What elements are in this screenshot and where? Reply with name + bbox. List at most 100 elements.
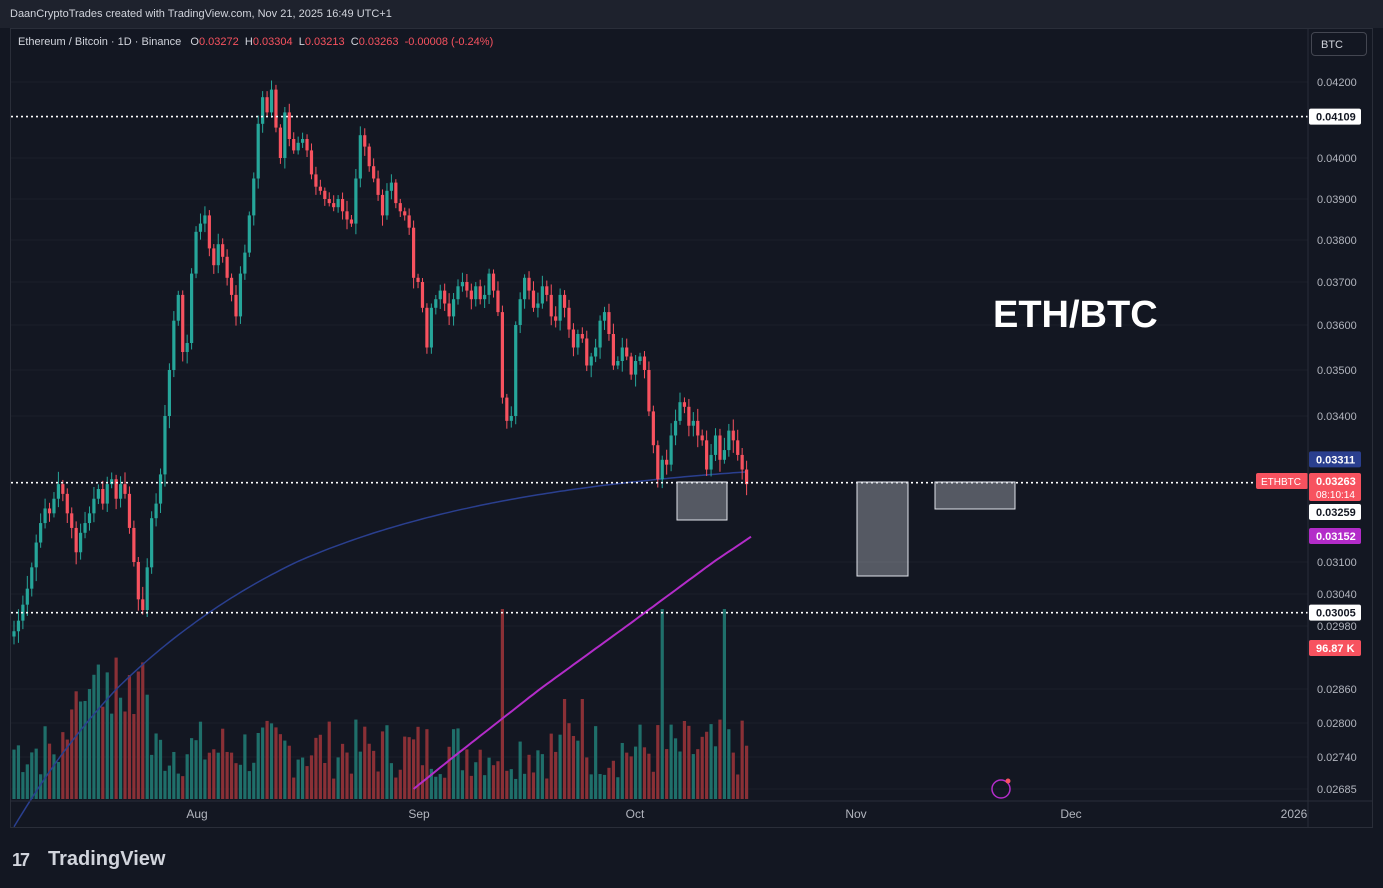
volume-bar [12,749,16,799]
candle-body [234,294,238,317]
candle-body [478,286,482,300]
volume-bar [731,752,735,799]
candle-body [247,215,251,253]
volume-bar [327,721,331,799]
candle-body [727,430,731,451]
volume-bar [443,777,447,799]
candle-body [705,440,709,470]
volume-bar [642,747,647,799]
y-tick-label: 0.02800 [1317,718,1357,730]
volume-bar [434,776,438,799]
volume-bar [460,770,465,799]
candle-body [96,489,100,499]
candle-body [56,484,60,499]
volume-bar [638,724,642,799]
volume-bar [118,697,123,799]
purple-ma-tag-bg [1309,528,1361,544]
volume-bar [736,774,740,799]
volume-bar [745,745,749,799]
level-tag-low: 0.03259 [1316,507,1356,519]
volume-bar [620,742,624,799]
volume-bar [309,755,314,799]
volume-bar [30,752,34,799]
candle-body [745,469,749,485]
volume-bar [478,749,482,799]
volume-bar [456,728,460,799]
candle-body [545,286,549,295]
volume-bar [39,774,43,799]
candle-body [52,498,56,514]
symbol-name[interactable]: Ethereum / Bitcoin · 1D · Binance [18,36,182,48]
candle-body [580,334,584,339]
x-tick-label: Oct [626,807,645,821]
volume-bar [136,671,140,799]
candle-body [309,150,314,175]
close-value: 0.03263 [358,36,399,48]
volume-bar [145,694,149,799]
candle-body [731,430,735,441]
candle-body [700,435,704,441]
volume-bar [740,720,744,799]
y-tick-label: 0.03900 [1317,194,1357,206]
volume-bar [176,773,180,799]
candle-body [629,356,633,375]
candle-body [47,508,52,514]
candle-body [145,567,149,610]
candle-body [740,454,744,470]
y-tick-label: 0.03800 [1317,235,1357,247]
volume-bar [647,753,651,799]
currency-button[interactable]: BTC [1311,32,1367,56]
last-price-tag-bg [1309,473,1361,501]
high-label: H [244,36,253,48]
volume-bar [194,740,198,799]
candlestick-chart[interactable]: ETH/BTC 0.04200 0.04000 0.03900 0.03800 0.037… [11,29,1372,827]
volume-bar [52,754,56,799]
volume-bar [70,709,74,799]
volume-bar [407,737,411,799]
volume-bar [372,750,376,799]
volume-bar [394,777,398,799]
y-tick-label: 0.02980 [1317,621,1357,633]
volume-bar [150,754,154,799]
y-tick-label: 0.03400 [1317,411,1357,423]
volume-bar [87,689,92,799]
candle-body [127,493,132,528]
low-value: 0.03213 [304,36,345,48]
volume-bar [634,746,638,799]
volume-bar [389,763,393,799]
volume-bar [61,732,65,799]
candle-body [229,277,234,295]
volume-bar [243,734,247,799]
volume-bar [607,767,611,799]
volume-bar [278,734,282,799]
volume-bar [323,762,327,799]
volume-bar [709,724,713,799]
volume-bar [380,731,385,799]
candle-body [531,290,536,308]
volume-bar [110,713,114,799]
volume-bar [198,721,203,799]
volume-bar [261,727,265,799]
candle-body [523,277,527,300]
volume-bar [483,775,487,799]
volume-bar [567,723,571,799]
level-tag-high-bg [1309,108,1361,125]
candle-body [625,347,629,357]
candle-body [634,361,638,375]
candle-body [376,178,380,195]
symbol-tag: ETHBTC [1261,477,1301,488]
candle-body [500,312,504,398]
candle-body [660,459,664,480]
volume-bar [691,754,695,799]
candle-body [203,215,207,224]
volume-bar [571,735,576,799]
candle-body [602,312,607,321]
candle-body [372,166,376,179]
chart-pane[interactable]: ETH/BTC 0.04200 0.04000 0.03900 0.03800 0.037… [10,28,1373,828]
candle-body [465,282,469,291]
volume-bar [500,609,504,799]
volume-bar [700,736,704,799]
volume-bar [354,719,358,799]
volume-bar [687,725,691,799]
candle-body [443,290,447,304]
